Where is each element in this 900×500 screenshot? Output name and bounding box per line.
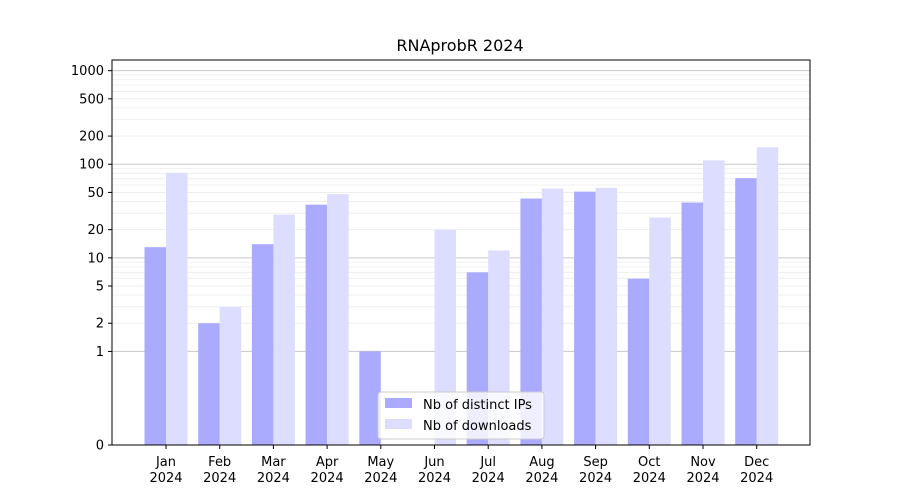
legend: Nb of distinct IPs Nb of downloads	[377, 391, 545, 440]
bar-distinct-ips	[359, 351, 381, 445]
bar-distinct-ips	[574, 191, 596, 445]
x-tick-label-month: Dec	[744, 455, 769, 470]
bar-downloads	[595, 187, 618, 445]
x-tick-label-year: 2024	[525, 471, 558, 486]
x-tick-label-month: Nov	[690, 455, 716, 470]
legend-label-distinct-ips: Nb of distinct IPs	[423, 398, 532, 413]
legend-frame	[377, 391, 545, 440]
x-tick-label-month: Aug	[529, 455, 554, 470]
legend-swatch-distinct-ips	[385, 398, 412, 408]
y-tick-label: 1	[96, 345, 104, 360]
x-tick-label-year: 2024	[418, 471, 451, 486]
x-tick-label-year: 2024	[311, 471, 344, 486]
bar-distinct-ips	[251, 244, 274, 445]
x-tick-label-month: Oct	[638, 455, 660, 470]
y-tick-label: 50	[87, 186, 104, 201]
bar-downloads	[327, 194, 349, 445]
y-tick-label: 500	[79, 92, 104, 107]
axes: 01251020501002005001000Jan2024Feb2024Mar…	[71, 59, 811, 486]
legend-label-downloads: Nb of downloads	[423, 419, 532, 434]
x-tick-label-month: Jan	[155, 455, 176, 470]
x-tick-label-year: 2024	[740, 471, 773, 486]
x-tick-label-year: 2024	[364, 471, 397, 486]
chart-title: RNAprobR 2024	[396, 36, 523, 55]
bar-distinct-ips	[305, 204, 328, 445]
x-tick-label-year: 2024	[149, 471, 182, 486]
x-tick-label-year: 2024	[257, 471, 290, 486]
y-tick-label: 0	[96, 439, 104, 454]
x-tick-label-month: Jul	[479, 455, 496, 470]
x-tick-label-year: 2024	[686, 471, 719, 486]
bar-distinct-ips	[627, 278, 650, 445]
x-tick-label-year: 2024	[633, 471, 666, 486]
bar-downloads	[541, 188, 564, 445]
bar-downloads	[166, 172, 188, 445]
bar-downloads	[703, 160, 725, 445]
x-tick-label-year: 2024	[203, 471, 236, 486]
x-tick-label-month: Feb	[208, 455, 231, 470]
x-tick-label-month: May	[367, 455, 394, 470]
x-tick-label-month: Mar	[261, 455, 286, 470]
bar-distinct-ips	[520, 198, 542, 445]
x-tick-label-month: Apr	[316, 455, 339, 470]
grid	[112, 70, 810, 352]
bar-distinct-ips	[681, 202, 703, 445]
bar-downloads	[756, 147, 779, 445]
bar-downloads	[434, 229, 456, 445]
y-tick-label: 5	[96, 280, 104, 295]
bar-downloads	[219, 306, 242, 445]
x-tick-label-month: Jun	[423, 455, 444, 470]
bar-downloads	[273, 214, 295, 445]
y-tick-label: 10	[87, 251, 104, 266]
y-tick-label: 200	[79, 130, 104, 145]
y-tick-label: 20	[87, 223, 104, 238]
y-tick-label: 2	[96, 317, 104, 332]
plot-frame	[111, 59, 811, 446]
bar-distinct-ips	[144, 247, 166, 445]
bar-downloads	[649, 217, 671, 445]
x-tick-label-year: 2024	[472, 471, 505, 486]
y-tick-label: 100	[79, 158, 104, 173]
bar-distinct-ips	[735, 178, 757, 445]
legend-swatch-downloads	[385, 419, 412, 429]
bar-distinct-ips	[198, 323, 220, 445]
x-tick-label-month: Sep	[583, 455, 608, 470]
x-tick-label-year: 2024	[579, 471, 612, 486]
y-tick-label: 1000	[71, 64, 104, 79]
